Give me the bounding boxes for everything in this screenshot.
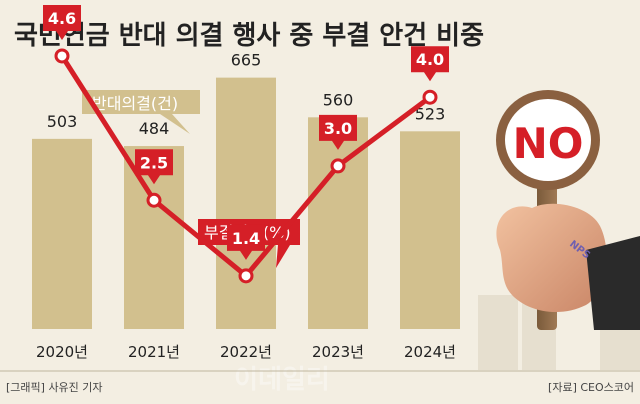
watermark: 이데일리 (234, 365, 330, 395)
x-tick-label-3: 2022년 (220, 343, 272, 361)
bar-series-name: 반대의결(건) (92, 94, 178, 113)
line-label-bubble-2 (135, 149, 173, 185)
bar-value-label-4: 560 (323, 90, 354, 109)
line-value-label-5: 4.0 (416, 50, 444, 69)
line-value-label-1: 4.6 (48, 9, 76, 28)
bar-value-label-2: 484 (139, 119, 170, 138)
bar-value-label-1: 503 (47, 112, 78, 131)
line-value-label-2: 2.5 (140, 153, 168, 172)
no-sign-illustration: NO NPS (496, 90, 640, 330)
x-tick-label-4: 2023년 (312, 343, 364, 361)
bar-value-label-5: 523 (415, 104, 446, 123)
source-text: [자료] CEO스코어 (548, 381, 634, 394)
line-label-bubble-3 (227, 224, 265, 260)
line-label-bubble-1 (43, 4, 81, 40)
line-point-5 (422, 89, 438, 105)
sign-face (505, 99, 591, 181)
bar-value-labels: 503 484 665 560 523 (47, 51, 446, 138)
bar-3 (216, 77, 276, 329)
line-value-label-4: 3.0 (324, 119, 352, 138)
x-axis-tick-labels: 2020년 2021년 2022년 2023년 2024년 (36, 343, 456, 361)
bar-callout-box (82, 90, 200, 134)
chart-title: 국민연금 반대 의결 행사 중 부결 안건 비중 (14, 21, 484, 51)
hand-icon (496, 203, 607, 313)
line-label-bubble-4 (319, 114, 357, 150)
credit-text: [그래픽] 사유진 기자 (6, 381, 103, 394)
x-tick-label-2: 2021년 (128, 343, 180, 361)
sign-text: NO (513, 119, 584, 168)
line-label-bubble-5 (411, 46, 449, 82)
sleeve (586, 236, 640, 330)
line-point-1 (54, 48, 70, 64)
bar-5 (400, 131, 460, 329)
bar-series-callout: 반대의결(건) (82, 90, 200, 134)
line-point-4 (330, 158, 346, 174)
line-point-3 (238, 268, 254, 284)
bar-1 (32, 138, 92, 329)
x-tick-label-1: 2020년 (36, 343, 88, 361)
x-tick-label-5: 2024년 (404, 343, 456, 361)
bar-value-label-3: 665 (231, 51, 262, 70)
line-series: 4.6 2.5 1.4 3.0 4.0 (43, 4, 449, 284)
line-value-label-3: 1.4 (232, 229, 260, 248)
line-point-2 (146, 192, 162, 208)
